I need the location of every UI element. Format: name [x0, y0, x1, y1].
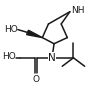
- Text: HO: HO: [3, 52, 16, 61]
- Text: NH: NH: [71, 6, 85, 15]
- Text: N: N: [48, 53, 56, 63]
- Text: HO: HO: [4, 25, 18, 34]
- Polygon shape: [27, 30, 42, 38]
- Text: O: O: [33, 75, 40, 84]
